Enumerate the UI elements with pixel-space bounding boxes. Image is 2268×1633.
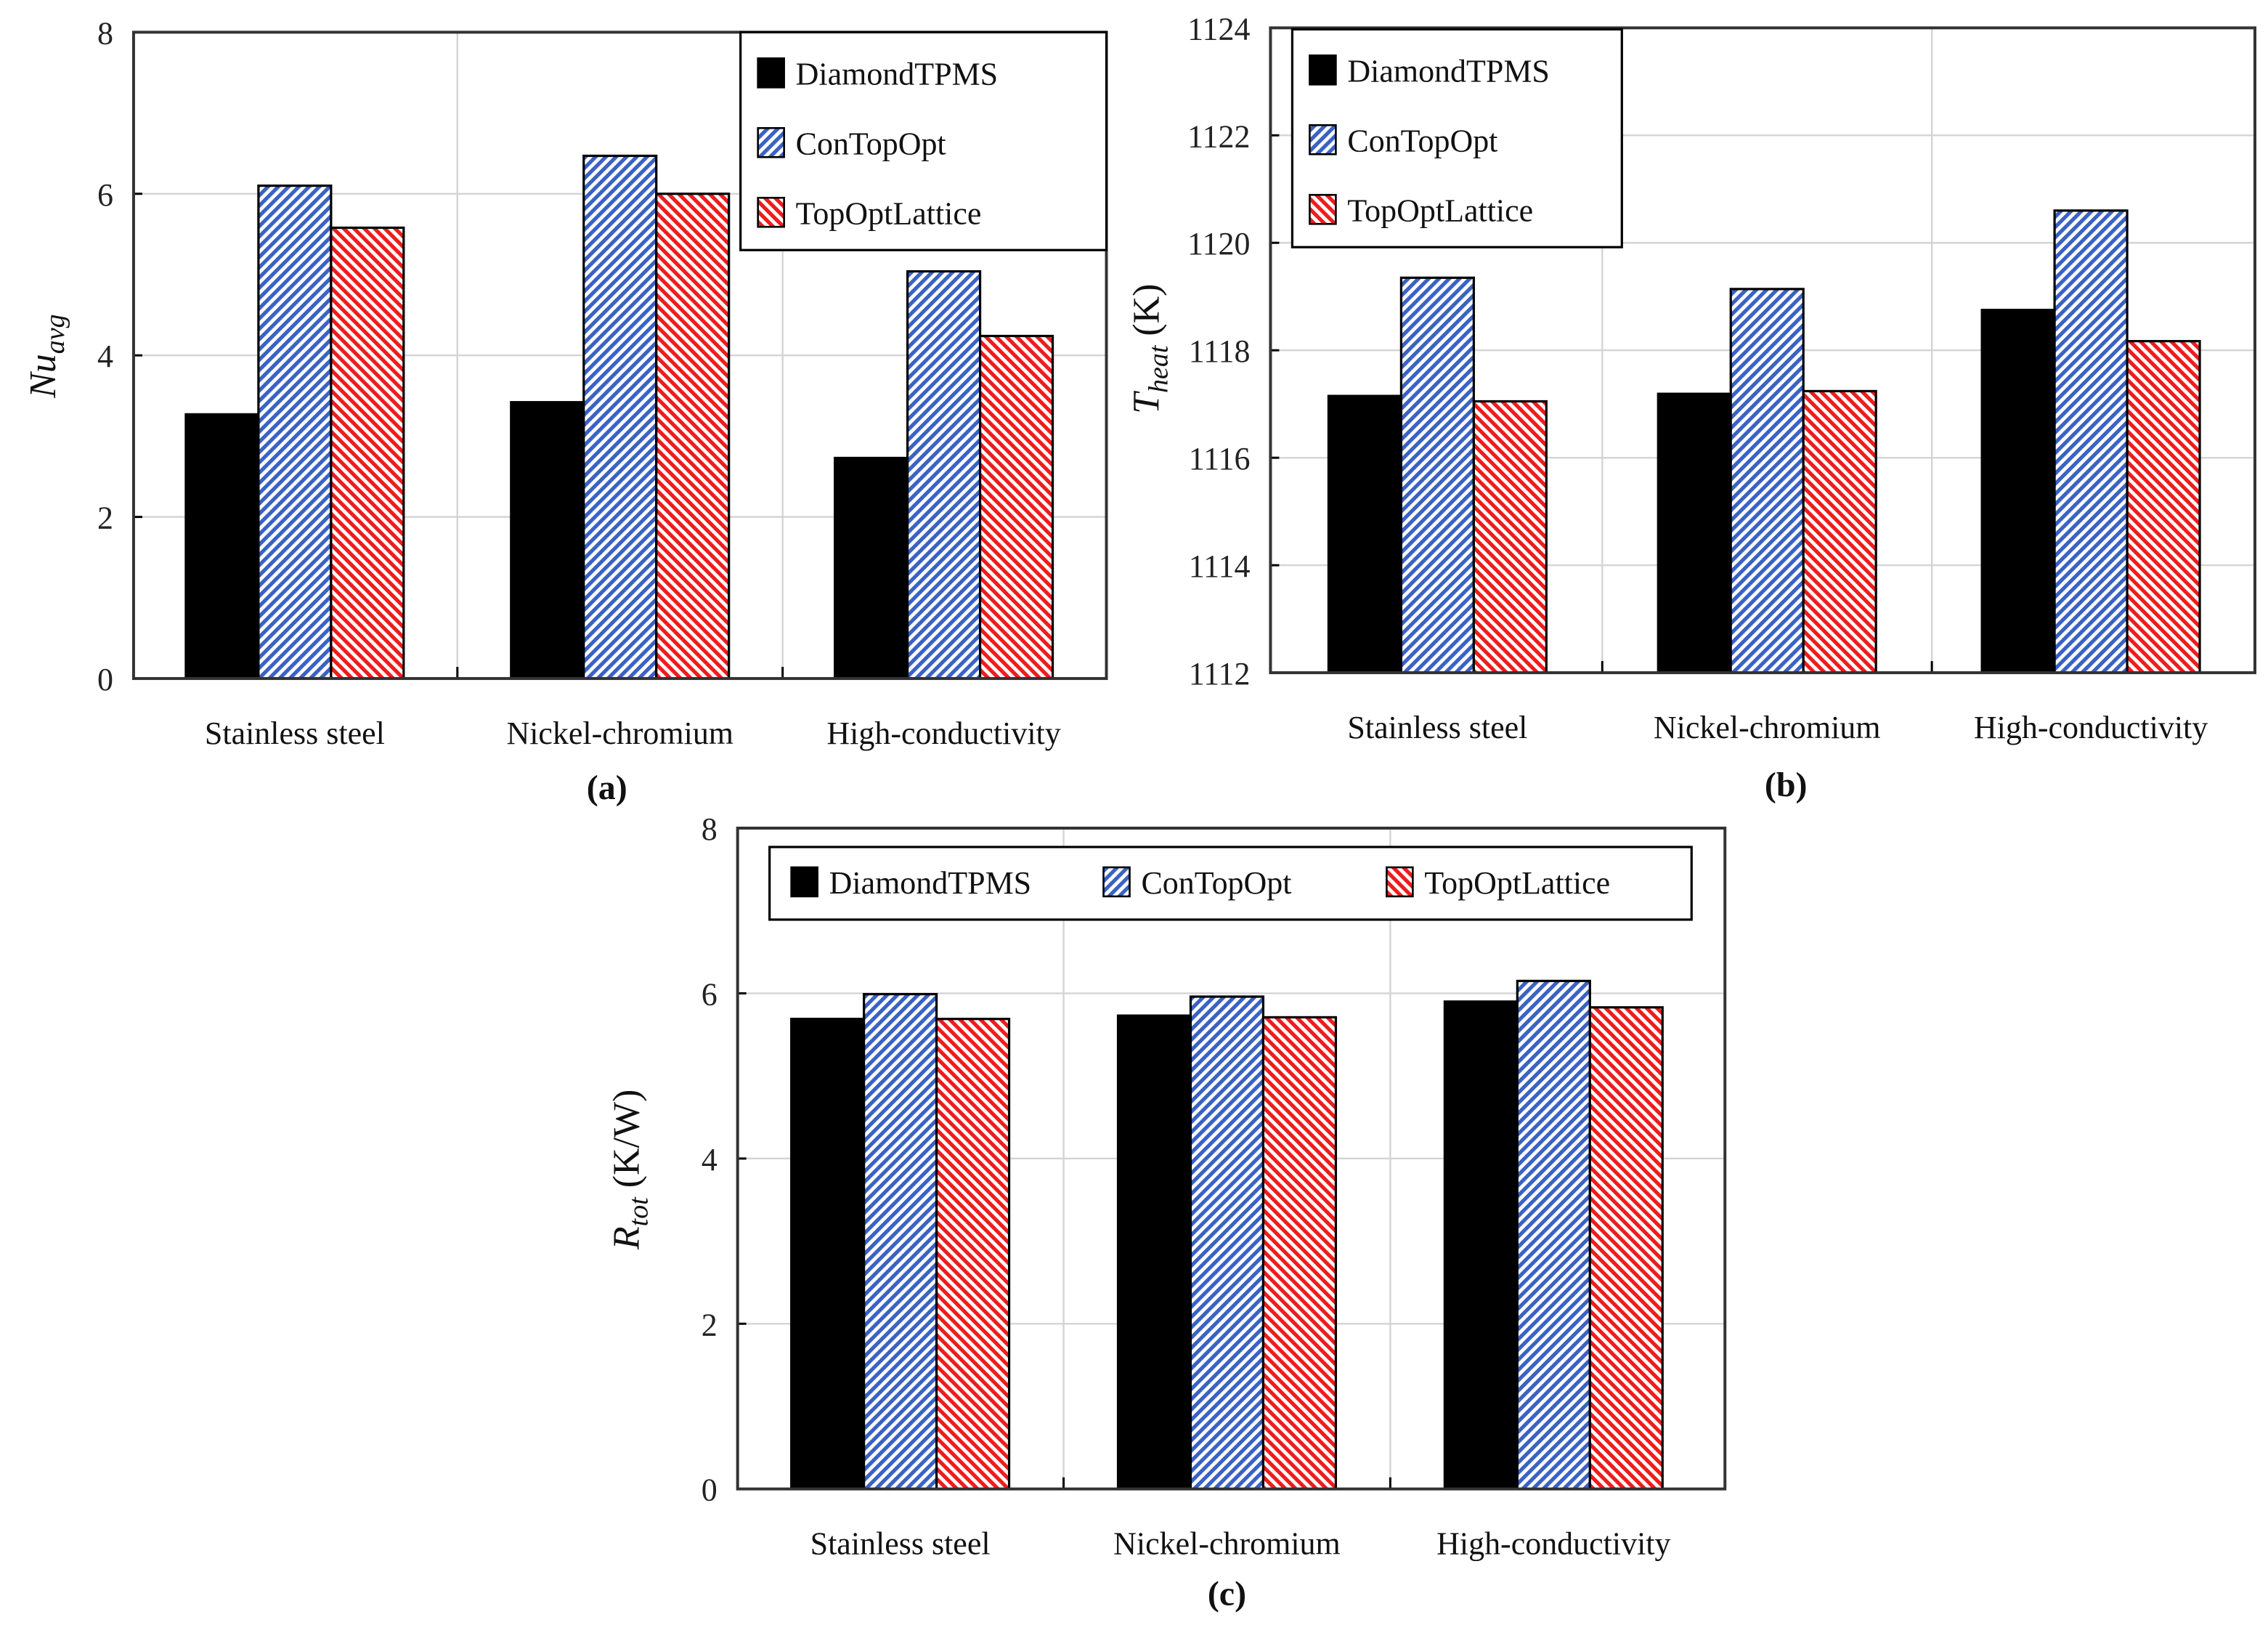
bar-contopopt-nickel-chromium <box>1729 288 1805 674</box>
legend-box <box>1291 28 1623 248</box>
bar-topoptlattice-nickel-chromium <box>1802 389 1877 674</box>
bar-topoptlattice-high-conductivity <box>978 334 1054 680</box>
legend-swatch-topoptlattice <box>1309 193 1337 225</box>
y-tick-label: 1116 <box>1189 441 1251 477</box>
legend: DiamondTPMS ConTopOpt TopOptLattice <box>1291 28 1623 248</box>
bar-diamondtpms-stainless-steel <box>184 413 260 680</box>
bar-diamondtpms-stainless-steel <box>1327 394 1402 674</box>
y-axis-symbol: R <box>606 1226 648 1250</box>
legend-label: TopOptLattice <box>1347 193 1533 228</box>
bar-diamondtpms-high-conductivity <box>834 456 909 680</box>
legend-swatch-topoptlattice <box>757 196 785 228</box>
y-tick-label: 6 <box>702 976 718 1012</box>
bar-contopopt-high-conductivity <box>2053 209 2129 674</box>
bar-contopopt-stainless-steel <box>1399 276 1475 674</box>
bar-topoptlattice-nickel-chromium <box>1261 1016 1338 1491</box>
bar-topoptlattice-high-conductivity <box>1588 1006 1664 1491</box>
y-tick-label: 1118 <box>1189 333 1251 369</box>
y-axis-label: Nuavg <box>23 314 70 398</box>
bar-diamondtpms-nickel-chromium <box>510 401 585 680</box>
legend-swatch-topoptlattice <box>1386 866 1414 898</box>
legend-swatch-diamondtpms <box>1309 54 1337 86</box>
y-tick-label: 1112 <box>1189 656 1251 692</box>
chart-panel-a: 0 2 4 6 8 Stainless steel Nickel-chromium High-… <box>23 15 1108 807</box>
legend-box <box>768 846 1693 921</box>
y-tick-label: 6 <box>97 177 113 213</box>
y-axis-subscript: heat <box>1143 344 1174 393</box>
y-axis-label: Rtot (K/W) <box>606 1090 654 1250</box>
legend-label: ConTopOpt <box>1141 865 1291 901</box>
y-tick-label: 0 <box>702 1472 718 1508</box>
x-category-label: Stainless steel <box>810 1526 991 1562</box>
y-tick-label: 4 <box>702 1142 718 1178</box>
bar-diamondtpms-high-conductivity <box>1980 309 2056 674</box>
bar-contopopt-nickel-chromium <box>1189 995 1265 1491</box>
x-category-label: Nickel-chromium <box>1113 1526 1341 1562</box>
y-tick-label: 1120 <box>1187 226 1250 262</box>
bar-topoptlattice-stainless-steel <box>1472 400 1548 674</box>
chart-panel-b: 1112 1114 1116 1118 1120 1122 1124 Stainless st… <box>1126 11 2257 804</box>
x-category-label: Stainless steel <box>1347 710 1527 745</box>
x-category-label: Nickel-chromium <box>506 716 733 751</box>
legend-label: ConTopOpt <box>1347 123 1497 158</box>
y-axis-symbol: T <box>1126 391 1167 414</box>
legend-swatch-diamondtpms <box>757 57 785 89</box>
legend-label: DiamondTPMS <box>1347 53 1549 89</box>
x-category-label: High-conductivity <box>826 716 1060 751</box>
x-category-label: Nickel-chromium <box>1654 710 1881 745</box>
plot-frame <box>736 826 1727 1491</box>
legend-swatch-diamondtpms <box>790 866 818 898</box>
x-category-label: High-conductivity <box>1974 710 2208 745</box>
y-tick-label: 2 <box>702 1307 718 1342</box>
y-tick-label: 4 <box>97 339 113 374</box>
x-category-label: Stainless steel <box>205 716 385 751</box>
legend-box <box>739 31 1108 251</box>
y-axis-symbol: Nu <box>23 354 64 399</box>
legend: DiamondTPMS ConTopOpt TopOptLattice <box>739 31 1108 251</box>
y-axis-unit: (K/W) <box>606 1090 648 1198</box>
legend-label: DiamondTPMS <box>796 56 998 92</box>
panel-caption: (a) <box>587 769 627 807</box>
y-axis-subscript: tot <box>624 1196 654 1227</box>
bar-diamondtpms-high-conductivity <box>1443 1000 1519 1491</box>
legend-label: DiamondTPMS <box>829 865 1032 901</box>
y-tick-label: 0 <box>97 662 113 697</box>
y-tick-label: 1122 <box>1187 118 1250 154</box>
legend-label: TopOptLattice <box>796 195 982 231</box>
chart-panel-c: 0 2 4 6 8 Stainless steel Nickel-chromium High-… <box>606 811 1727 1613</box>
legend-label: ConTopOpt <box>796 126 946 161</box>
panel-caption: (c) <box>1208 1575 1246 1613</box>
y-tick-label: 8 <box>702 811 718 847</box>
bar-topoptlattice-high-conductivity <box>2126 340 2201 674</box>
bar-diamondtpms-nickel-chromium <box>1657 392 1732 674</box>
bar-topoptlattice-nickel-chromium <box>655 193 731 680</box>
y-tick-label: 2 <box>97 501 113 536</box>
y-tick-label: 1114 <box>1189 548 1251 584</box>
y-axis-subscript: avg <box>40 314 70 354</box>
bar-contopopt-high-conductivity <box>906 270 982 680</box>
y-tick-label: 8 <box>97 15 113 51</box>
bar-topoptlattice-stainless-steel <box>935 1018 1011 1491</box>
bar-contopopt-stainless-steel <box>863 992 938 1491</box>
panel-caption: (b) <box>1765 766 1808 804</box>
bar-contopopt-nickel-chromium <box>582 154 658 680</box>
bar-topoptlattice-stainless-steel <box>330 226 405 680</box>
y-tick-label: 1124 <box>1187 11 1250 46</box>
legend-swatch-contopopt <box>757 127 785 158</box>
y-axis-label: Theat (K) <box>1126 283 1174 413</box>
y-axis-unit: (K) <box>1126 283 1167 345</box>
plot-frame <box>1269 26 2257 675</box>
legend-swatch-contopopt <box>1102 866 1131 898</box>
bar-contopopt-high-conductivity <box>1516 979 1591 1491</box>
x-category-label: High-conductivity <box>1436 1526 1670 1562</box>
bar-diamondtpms-stainless-steel <box>790 1018 866 1491</box>
legend-swatch-contopopt <box>1309 124 1337 155</box>
bar-contopopt-stainless-steel <box>257 185 333 680</box>
legend-label: TopOptLattice <box>1424 865 1610 901</box>
legend: DiamondTPMS ConTopOpt TopOptLattice <box>768 846 1693 921</box>
plot-frame <box>131 31 1108 681</box>
bar-diamondtpms-nickel-chromium <box>1116 1014 1192 1491</box>
